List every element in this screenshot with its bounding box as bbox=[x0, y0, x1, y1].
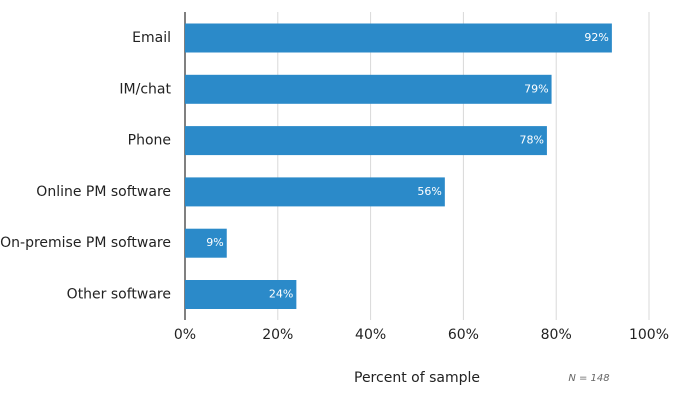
bar bbox=[185, 280, 297, 309]
y-tick-label: IM/chat bbox=[119, 81, 171, 97]
y-tick-label: Phone bbox=[128, 133, 171, 149]
x-tick-label: 60% bbox=[448, 327, 479, 343]
bar bbox=[185, 74, 552, 104]
x-tick-label: 0% bbox=[174, 327, 196, 343]
y-tick-label: Other software bbox=[67, 287, 171, 303]
x-tick-label: 20% bbox=[262, 327, 293, 343]
y-tick-label: On-premise PM software bbox=[0, 235, 171, 251]
bar bbox=[185, 23, 612, 53]
value-label: 56% bbox=[417, 185, 441, 198]
value-label: 92% bbox=[584, 31, 608, 44]
annotation: N = 148 bbox=[568, 373, 609, 384]
bar bbox=[185, 177, 445, 207]
x-axis-title: Percent of sample bbox=[354, 370, 480, 386]
value-label: 9% bbox=[206, 236, 223, 249]
value-label: 24% bbox=[269, 288, 293, 301]
value-label: 79% bbox=[524, 82, 548, 95]
value-label: 78% bbox=[519, 134, 543, 147]
x-tick-label: 100% bbox=[629, 327, 669, 343]
bar bbox=[185, 228, 227, 258]
bar bbox=[185, 126, 547, 156]
x-tick-label: 40% bbox=[355, 327, 386, 343]
x-tick-label: 80% bbox=[541, 327, 572, 343]
y-tick-label: Online PM software bbox=[36, 184, 171, 200]
y-tick-label: Email bbox=[132, 30, 171, 46]
